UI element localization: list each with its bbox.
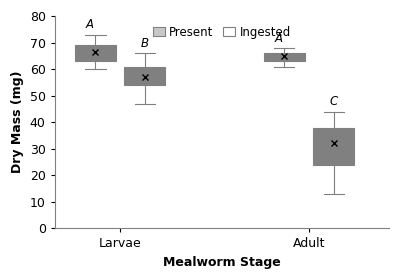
Text: B: B [141, 37, 149, 50]
PathPatch shape [75, 45, 116, 61]
PathPatch shape [124, 67, 165, 85]
PathPatch shape [313, 127, 354, 165]
Legend: Present, Ingested: Present, Ingested [149, 22, 294, 42]
PathPatch shape [264, 53, 305, 61]
Text: C: C [330, 95, 338, 108]
Y-axis label: Dry Mass (mg): Dry Mass (mg) [11, 71, 24, 173]
X-axis label: Mealworm Stage: Mealworm Stage [163, 256, 281, 269]
Text: A: A [274, 32, 282, 45]
Text: A: A [86, 18, 94, 31]
